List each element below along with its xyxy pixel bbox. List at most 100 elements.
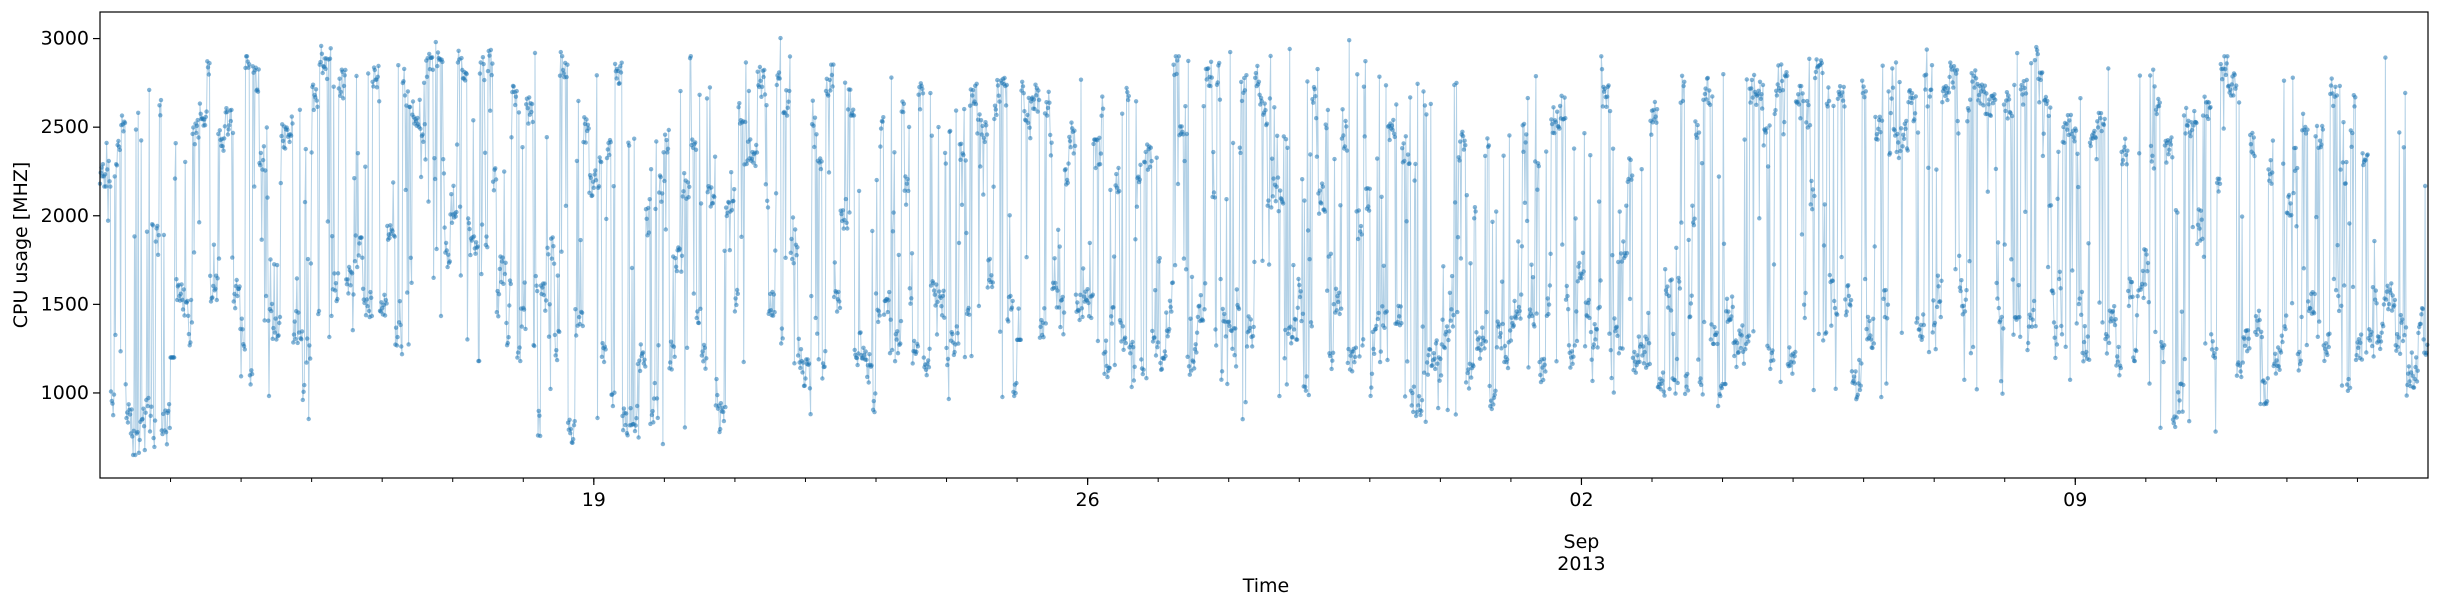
data-point bbox=[774, 82, 779, 88]
data-point bbox=[2383, 55, 2388, 60]
data-point bbox=[2058, 286, 2063, 291]
data-point bbox=[311, 107, 316, 113]
data-point bbox=[1931, 298, 1936, 303]
data-point bbox=[2374, 301, 2379, 306]
data-point bbox=[2123, 136, 2128, 141]
data-point bbox=[1822, 202, 1827, 207]
data-point bbox=[2024, 77, 2030, 83]
data-point bbox=[757, 64, 763, 70]
data-point bbox=[744, 161, 749, 167]
data-point bbox=[1194, 350, 1199, 355]
x-axis-label: Time bbox=[1242, 575, 1290, 597]
data-point bbox=[759, 84, 765, 90]
data-point bbox=[197, 220, 202, 225]
data-point bbox=[955, 331, 960, 336]
data-point bbox=[1775, 82, 1780, 87]
data-point bbox=[2100, 320, 2105, 325]
data-point bbox=[1304, 374, 1309, 379]
data-point bbox=[1263, 108, 1268, 113]
data-point bbox=[2408, 370, 2414, 375]
data-point bbox=[149, 404, 154, 409]
data-point bbox=[958, 157, 963, 162]
data-point bbox=[1218, 276, 1223, 282]
data-point bbox=[2333, 84, 2338, 90]
data-point bbox=[1463, 143, 1468, 148]
data-point bbox=[1212, 195, 1218, 200]
data-point bbox=[2054, 342, 2060, 347]
data-point bbox=[1563, 116, 1568, 121]
data-point bbox=[885, 309, 890, 315]
data-point bbox=[105, 218, 111, 223]
data-point bbox=[488, 108, 493, 113]
data-point bbox=[1236, 306, 1242, 312]
data-point bbox=[2025, 347, 2030, 353]
data-point bbox=[1666, 305, 1671, 310]
data-point bbox=[1939, 278, 1944, 283]
data-point bbox=[538, 433, 543, 439]
data-point bbox=[2110, 309, 2115, 314]
data-point bbox=[1897, 79, 1902, 85]
data-point bbox=[991, 184, 996, 189]
data-point bbox=[2386, 302, 2392, 307]
data-point bbox=[1841, 84, 1847, 90]
data-point bbox=[2237, 363, 2243, 368]
data-point bbox=[1860, 78, 1865, 83]
data-point bbox=[521, 307, 527, 312]
data-point bbox=[1131, 378, 1137, 383]
data-point bbox=[754, 142, 759, 148]
data-point bbox=[151, 435, 156, 441]
data-point bbox=[863, 349, 868, 354]
data-point bbox=[2005, 116, 2010, 121]
data-point bbox=[1402, 394, 1408, 399]
data-point bbox=[1286, 331, 1291, 336]
data-point bbox=[1946, 90, 1952, 95]
data-point bbox=[2336, 308, 2342, 314]
data-point bbox=[995, 83, 1001, 88]
data-point bbox=[1237, 145, 1243, 150]
data-point bbox=[324, 76, 330, 82]
data-point bbox=[823, 349, 828, 354]
data-point bbox=[1228, 49, 1233, 55]
data-point bbox=[1253, 75, 1258, 81]
data-point bbox=[188, 297, 194, 303]
data-point bbox=[1123, 340, 1129, 346]
data-point bbox=[1965, 119, 1970, 124]
data-point bbox=[1877, 114, 1883, 120]
data-point bbox=[723, 404, 728, 410]
data-point bbox=[697, 92, 702, 98]
data-point bbox=[1358, 223, 1364, 229]
data-point bbox=[2156, 96, 2161, 102]
data-point bbox=[1387, 137, 1392, 143]
data-point bbox=[753, 163, 758, 169]
data-point bbox=[1812, 193, 1817, 199]
data-point bbox=[1494, 345, 1500, 350]
data-point bbox=[1209, 75, 1215, 80]
data-point bbox=[995, 77, 1000, 83]
data-point bbox=[1839, 254, 1844, 260]
data-point bbox=[301, 389, 306, 394]
data-point bbox=[2335, 243, 2340, 248]
data-point bbox=[1816, 331, 1822, 337]
data-point bbox=[1868, 337, 1874, 342]
series-points bbox=[97, 35, 2430, 458]
data-point bbox=[1075, 300, 1080, 305]
data-point bbox=[1757, 79, 1763, 85]
data-point bbox=[618, 63, 623, 69]
data-point bbox=[1523, 140, 1528, 145]
data-point bbox=[482, 150, 488, 155]
data-point bbox=[2023, 91, 2029, 96]
data-point bbox=[194, 130, 199, 136]
data-point bbox=[501, 281, 506, 286]
data-point bbox=[671, 344, 677, 349]
data-point bbox=[1445, 407, 1450, 413]
data-point bbox=[1616, 351, 1622, 356]
data-point bbox=[1994, 280, 1999, 286]
data-point bbox=[305, 256, 311, 262]
data-point bbox=[1285, 145, 1290, 150]
data-point bbox=[2147, 381, 2152, 386]
data-point bbox=[944, 345, 949, 351]
data-point bbox=[509, 135, 514, 140]
data-point bbox=[802, 383, 807, 388]
data-point bbox=[1330, 358, 1335, 363]
data-point bbox=[1200, 318, 1206, 323]
